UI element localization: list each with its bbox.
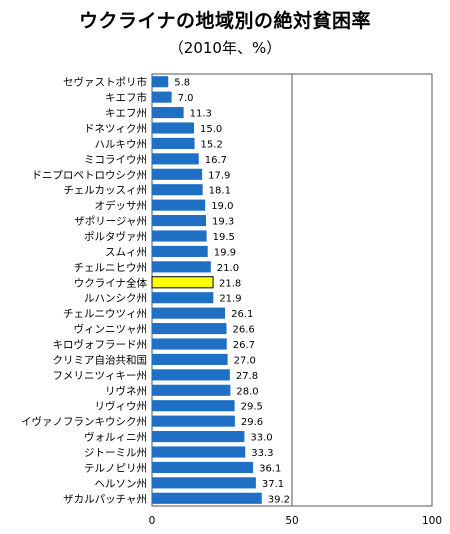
- bar: [152, 184, 203, 196]
- category-label: スムィ州: [105, 246, 147, 258]
- category-label: チェルカッスィ州: [63, 185, 147, 197]
- bar-highlight: [151, 276, 214, 289]
- bar: [152, 492, 262, 504]
- value-label: 33.0: [250, 433, 272, 444]
- category-label: キエフ市: [105, 91, 147, 104]
- bar: [152, 122, 194, 134]
- category-label: クリミア自治共和国: [53, 353, 148, 366]
- category-label: オデッサ州: [95, 199, 148, 212]
- value-label: 19.3: [212, 217, 234, 228]
- x-tick-label: 50: [285, 515, 298, 527]
- value-label: 27.8: [236, 371, 258, 382]
- category-label: フメリニツィキー州: [53, 370, 148, 382]
- bar: [152, 230, 207, 242]
- chart-title: ウクライナの地域別の絶対貧困率: [78, 10, 372, 32]
- category-label: ザポリージャ州: [74, 216, 147, 228]
- category-label: ウクライナ全体: [74, 276, 148, 289]
- value-label: 26.6: [232, 325, 254, 336]
- category-label: ヘルソン州: [95, 478, 148, 490]
- category-label: リヴィウ州: [95, 400, 148, 413]
- bar: [152, 477, 256, 489]
- value-label: 19.0: [211, 201, 233, 212]
- value-label: 28.0: [236, 386, 258, 397]
- category-label: チェルニヒウ州: [74, 262, 148, 274]
- bar: [152, 168, 203, 180]
- bar: [152, 245, 208, 257]
- value-label: 11.3: [190, 109, 212, 120]
- value-label: 17.9: [208, 170, 230, 181]
- bar: [152, 307, 226, 319]
- category-label: テルノピリ州: [84, 462, 147, 474]
- value-label: 37.1: [262, 479, 284, 490]
- value-label: 16.7: [205, 155, 227, 166]
- bar: [152, 446, 246, 458]
- category-label: ジトーミル州: [84, 447, 147, 459]
- category-label: セヴァストポリ市: [63, 76, 147, 89]
- value-label: 5.8: [174, 78, 190, 89]
- bar: [152, 76, 169, 88]
- bar: [152, 323, 227, 335]
- bar: [152, 261, 211, 273]
- value-label: 21.9: [219, 294, 241, 305]
- value-label: 26.1: [231, 309, 253, 320]
- value-label: 26.7: [233, 340, 255, 351]
- value-label: 33.3: [251, 448, 273, 459]
- x-tick-label: 0: [149, 515, 156, 527]
- category-label: ルハンシク州: [84, 293, 147, 305]
- category-label: ハルキウ州: [95, 138, 148, 150]
- category-label: キエフ州: [105, 108, 147, 120]
- value-label: 19.5: [213, 232, 235, 243]
- bar: [152, 369, 230, 381]
- value-label: 15.2: [201, 139, 223, 150]
- bar: [152, 137, 195, 149]
- bar: [152, 107, 184, 119]
- bar: [152, 215, 207, 227]
- bar: [152, 292, 214, 304]
- value-label: 29.6: [241, 417, 263, 428]
- category-label: イヴァノフランキウシク州: [21, 415, 147, 428]
- bar: [152, 353, 228, 365]
- value-label: 39.2: [268, 494, 290, 505]
- category-label: ドニプロペトロウシク州: [32, 169, 148, 181]
- category-label: ザカルパッチャ州: [63, 493, 147, 505]
- category-label: ポルタヴァ州: [84, 230, 147, 243]
- value-label: 15.0: [200, 124, 222, 135]
- category-label: ミコライウ州: [84, 154, 147, 166]
- value-label: 7.0: [178, 93, 194, 104]
- bar: [152, 91, 172, 103]
- category-label: ヴォルィニ州: [84, 431, 147, 444]
- bar: [152, 400, 235, 412]
- bar: [152, 461, 254, 473]
- x-tick-label: 100: [422, 515, 442, 527]
- bar: [152, 415, 235, 427]
- value-label: 21.0: [217, 263, 239, 274]
- bar: [152, 384, 231, 396]
- category-label: キロヴォフラード州: [53, 338, 148, 351]
- category-label: ヴィンニツャ州: [74, 323, 148, 336]
- chart-subtitle: （2010年、%）: [168, 39, 282, 57]
- category-label: リヴネ州: [105, 384, 147, 397]
- value-label: 36.1: [259, 463, 281, 474]
- category-label: チェルニウツィ州: [63, 308, 147, 320]
- value-label: 29.5: [241, 402, 263, 413]
- bar: [152, 153, 199, 165]
- category-label: ドネツィク州: [84, 123, 147, 135]
- bar: [152, 338, 227, 350]
- value-label: 19.9: [214, 247, 236, 258]
- bar: [152, 199, 206, 211]
- value-label: 21.8: [219, 278, 241, 289]
- value-label: 18.1: [209, 186, 231, 197]
- value-label: 27.0: [234, 355, 256, 366]
- bar: [152, 431, 245, 443]
